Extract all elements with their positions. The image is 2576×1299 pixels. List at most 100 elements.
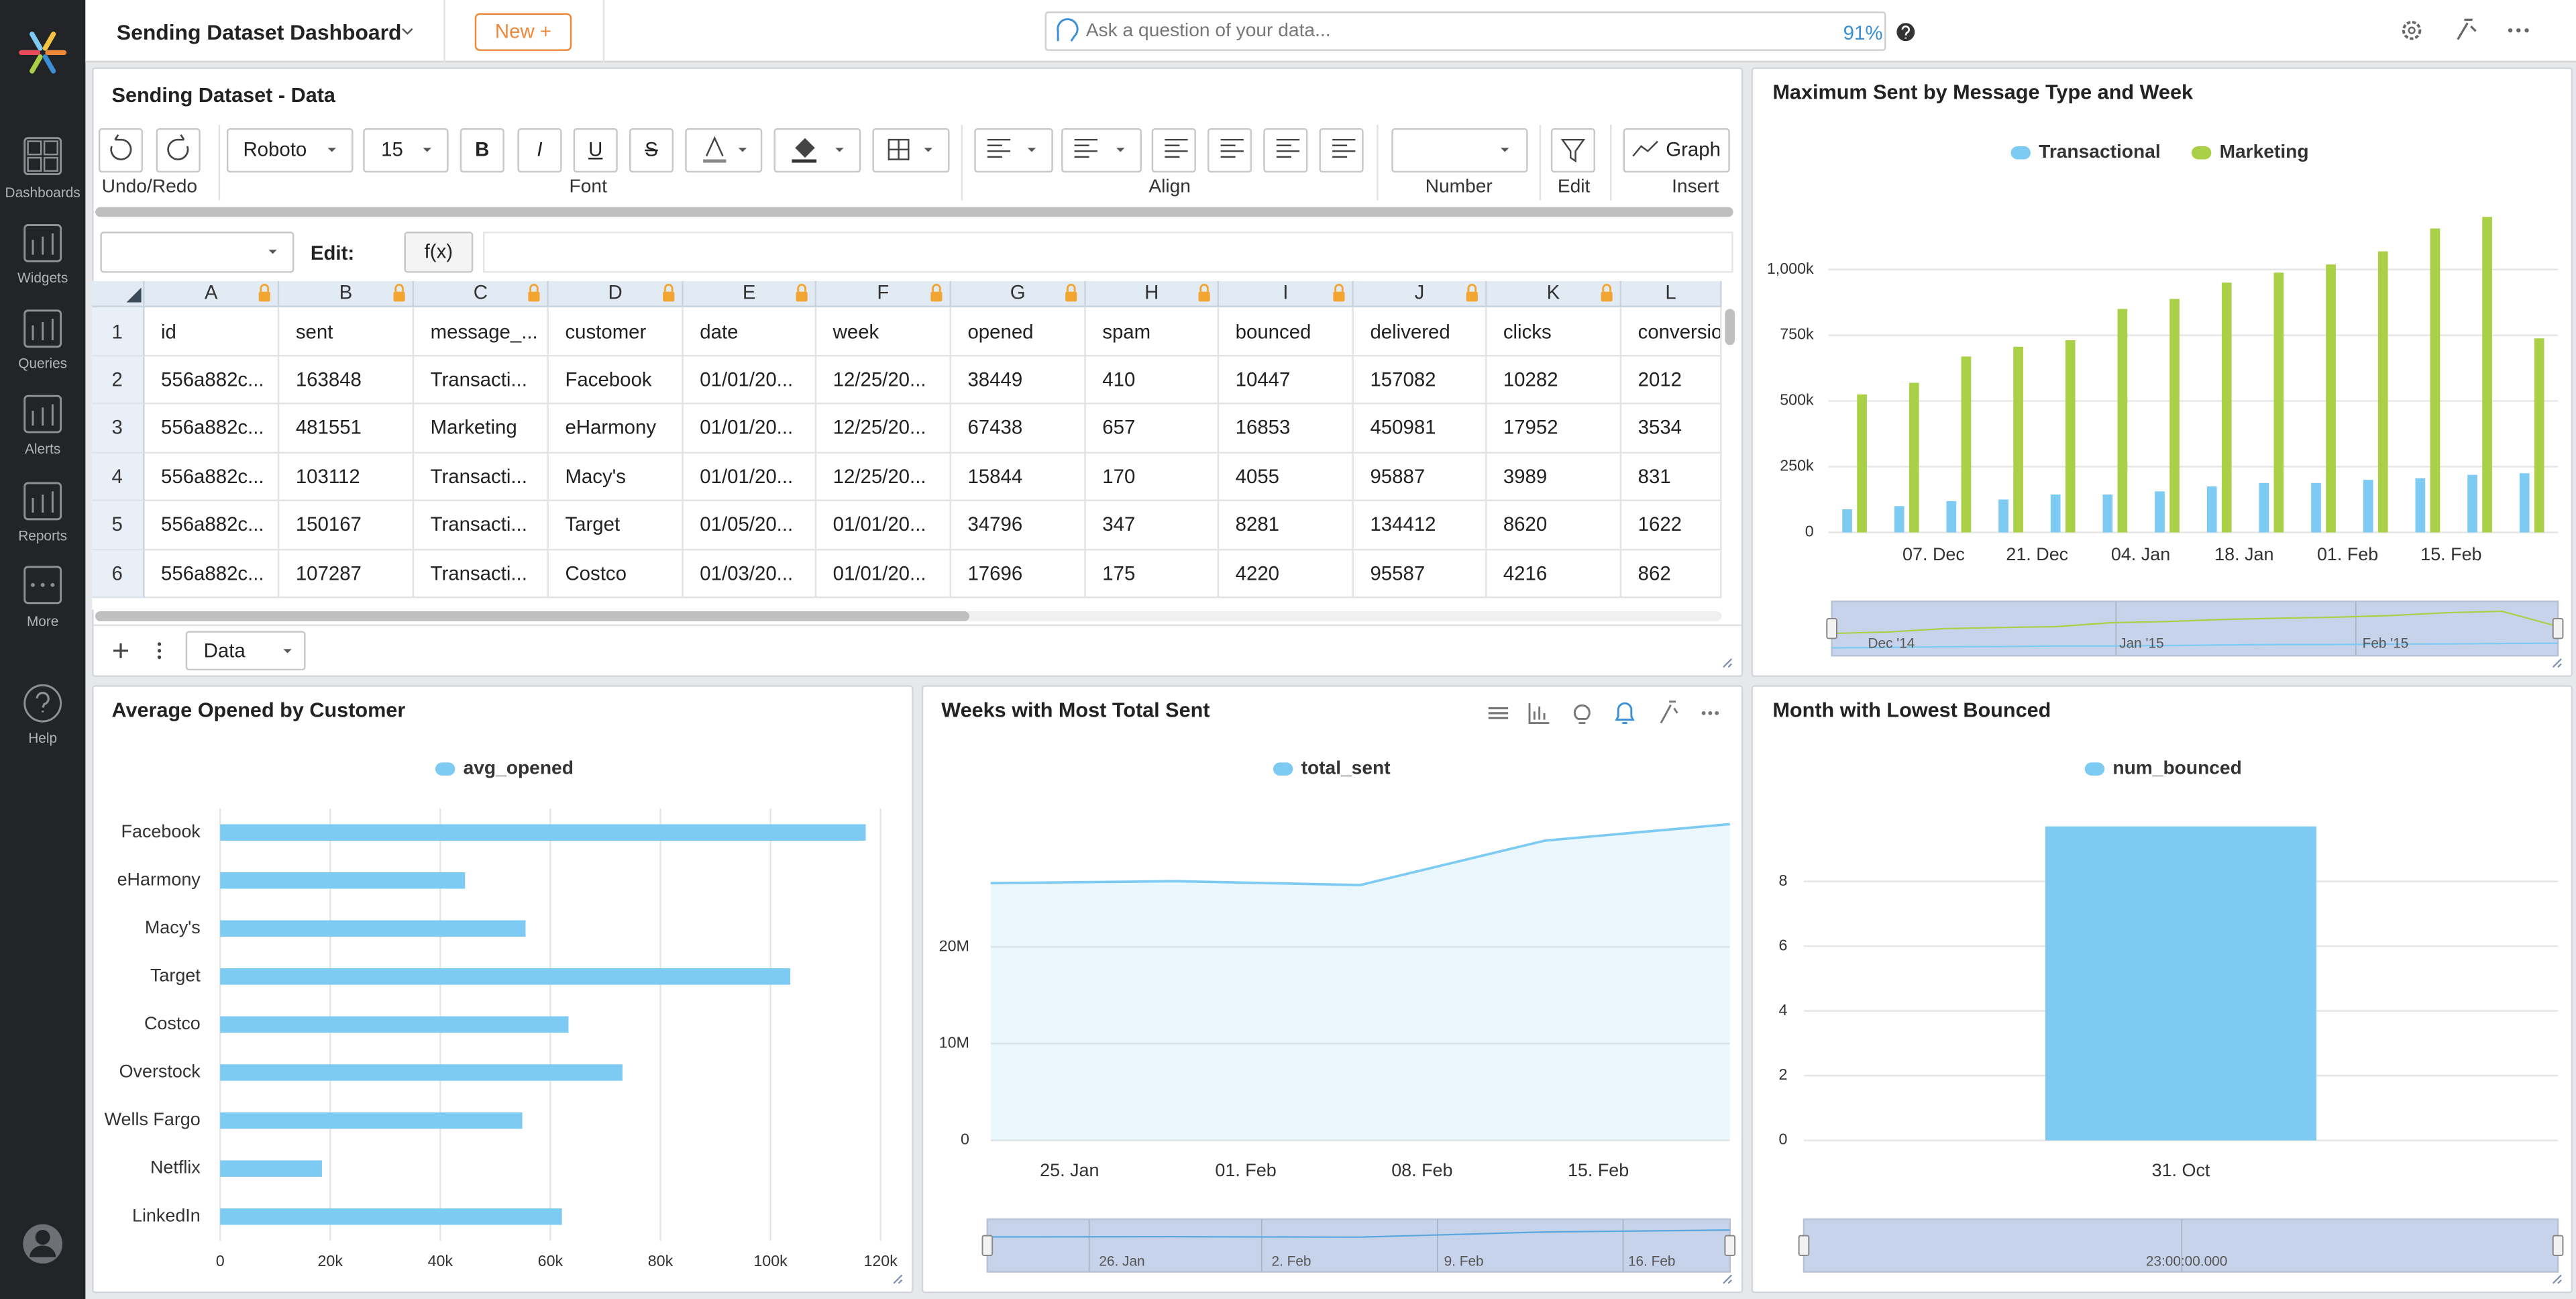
cell[interactable]: week bbox=[816, 307, 951, 357]
cell[interactable]: 556a882c... bbox=[144, 550, 280, 599]
cell[interactable]: 12/25/20... bbox=[816, 452, 951, 501]
cell[interactable]: 103112 bbox=[279, 452, 415, 501]
cell[interactable]: Transacti... bbox=[414, 356, 549, 405]
cell[interactable]: 556a882c... bbox=[144, 356, 280, 405]
redo-button[interactable] bbox=[156, 128, 201, 173]
column-header[interactable]: L bbox=[1621, 280, 1722, 307]
formula-button[interactable]: f(x) bbox=[404, 231, 474, 273]
new-button[interactable]: New + bbox=[474, 13, 572, 51]
cell[interactable]: Marketing bbox=[414, 404, 549, 453]
cell[interactable]: 01/01/20... bbox=[816, 501, 951, 550]
cell[interactable]: 134412 bbox=[1353, 501, 1487, 550]
cell[interactable]: id bbox=[144, 307, 280, 357]
cell[interactable]: 01/01/20... bbox=[683, 404, 817, 453]
cell[interactable]: Transacti... bbox=[414, 550, 549, 599]
column-header[interactable]: E bbox=[683, 280, 817, 307]
filter-button[interactable] bbox=[1550, 128, 1595, 173]
align-button[interactable] bbox=[1151, 128, 1196, 173]
cell[interactable]: 4220 bbox=[1219, 550, 1354, 599]
column-header[interactable]: I bbox=[1219, 280, 1354, 307]
style-button[interactable]: S bbox=[629, 128, 674, 173]
cell[interactable]: 01/01/20... bbox=[816, 550, 951, 599]
font-size-select[interactable]: 15 bbox=[363, 128, 449, 173]
align-button[interactable] bbox=[1263, 128, 1308, 173]
cell[interactable]: 95587 bbox=[1353, 550, 1487, 599]
align-button[interactable] bbox=[974, 128, 1053, 173]
cell[interactable]: 410 bbox=[1085, 356, 1220, 405]
column-header[interactable]: C bbox=[414, 280, 549, 307]
cell[interactable]: 01/03/20... bbox=[683, 550, 817, 599]
style-button[interactable]: U bbox=[573, 128, 618, 173]
dashboard-title[interactable]: Sending Dataset Dashboard bbox=[116, 19, 402, 45]
row-header[interactable]: 2 bbox=[92, 356, 145, 405]
cell[interactable]: clicks bbox=[1487, 307, 1622, 357]
cell[interactable]: 4055 bbox=[1219, 452, 1354, 501]
cell[interactable]: 657 bbox=[1085, 404, 1220, 453]
nav-item[interactable]: Widgets bbox=[17, 269, 68, 287]
row-header[interactable]: 4 bbox=[92, 452, 145, 501]
cell[interactable]: 10447 bbox=[1219, 356, 1354, 405]
cell[interactable]: spam bbox=[1085, 307, 1220, 357]
cell[interactable]: 157082 bbox=[1353, 356, 1487, 405]
cell[interactable]: sent bbox=[279, 307, 415, 357]
cell[interactable]: 170 bbox=[1085, 452, 1220, 501]
cell[interactable]: 1622 bbox=[1621, 501, 1722, 550]
align-button[interactable] bbox=[1319, 128, 1364, 173]
cell[interactable]: 831 bbox=[1621, 452, 1722, 501]
align-button[interactable] bbox=[1208, 128, 1252, 173]
vertical-scrollbar[interactable] bbox=[1725, 309, 1735, 346]
column-header[interactable]: B bbox=[279, 280, 415, 307]
cell[interactable]: 38449 bbox=[951, 356, 1086, 405]
cell[interactable]: 107287 bbox=[279, 550, 415, 599]
undo-button[interactable] bbox=[98, 128, 144, 173]
cell[interactable]: 862 bbox=[1621, 550, 1722, 599]
cell[interactable]: 150167 bbox=[279, 501, 415, 550]
cell[interactable]: 10282 bbox=[1487, 356, 1622, 405]
borders[interactable] bbox=[872, 128, 950, 173]
cell[interactable]: 17952 bbox=[1487, 404, 1622, 453]
cell[interactable]: 95887 bbox=[1353, 452, 1487, 501]
nav-item[interactable]: Dashboards bbox=[5, 184, 80, 201]
column-header[interactable]: J bbox=[1353, 280, 1487, 307]
cell[interactable]: Target bbox=[548, 501, 684, 550]
cell[interactable]: 450981 bbox=[1353, 404, 1487, 453]
number-format[interactable] bbox=[1391, 128, 1528, 173]
column-header[interactable]: A bbox=[144, 280, 280, 307]
toolbar-scrollbar[interactable] bbox=[95, 207, 1733, 217]
cell[interactable]: 17696 bbox=[951, 550, 1086, 599]
row-header[interactable]: 3 bbox=[92, 404, 145, 453]
column-header[interactable]: K bbox=[1487, 280, 1622, 307]
row-header[interactable]: 5 bbox=[92, 501, 145, 550]
cell[interactable]: Costco bbox=[548, 550, 684, 599]
cell[interactable]: 12/25/20... bbox=[816, 356, 951, 405]
align-button[interactable] bbox=[1061, 128, 1142, 173]
column-header[interactable]: F bbox=[816, 280, 951, 307]
nav-item[interactable]: Queries bbox=[18, 354, 68, 372]
text-color[interactable] bbox=[685, 128, 763, 173]
cell-name-box[interactable] bbox=[100, 231, 294, 273]
graph-button[interactable]: Graph bbox=[1623, 128, 1730, 173]
cell[interactable]: 4216 bbox=[1487, 550, 1622, 599]
cell[interactable]: eHarmony bbox=[548, 404, 684, 453]
cell[interactable]: 3989 bbox=[1487, 452, 1622, 501]
cell[interactable]: 01/01/20... bbox=[683, 452, 817, 501]
nav-item[interactable]: Reports bbox=[18, 527, 68, 544]
cell[interactable]: 3534 bbox=[1621, 404, 1722, 453]
fill-color[interactable] bbox=[773, 128, 861, 173]
cell[interactable]: delivered bbox=[1353, 307, 1487, 357]
cell[interactable]: 175 bbox=[1085, 550, 1220, 599]
style-button[interactable]: I bbox=[517, 128, 562, 173]
sheet-tab[interactable]: Data bbox=[185, 631, 306, 671]
search-box[interactable] bbox=[1044, 11, 1886, 51]
cell[interactable]: 16853 bbox=[1219, 404, 1354, 453]
cell[interactable]: 01/01/20... bbox=[683, 356, 817, 405]
horizontal-scrollbar[interactable] bbox=[95, 611, 969, 621]
cell[interactable]: 01/05/20... bbox=[683, 501, 817, 550]
cell[interactable]: Macy's bbox=[548, 452, 684, 501]
cell[interactable]: 481551 bbox=[279, 404, 415, 453]
row-header[interactable]: 1 bbox=[92, 307, 145, 357]
cell[interactable]: 8281 bbox=[1219, 501, 1354, 550]
font-select[interactable]: Roboto bbox=[226, 128, 354, 173]
cell[interactable]: customer bbox=[548, 307, 684, 357]
column-header[interactable]: G bbox=[951, 280, 1086, 307]
